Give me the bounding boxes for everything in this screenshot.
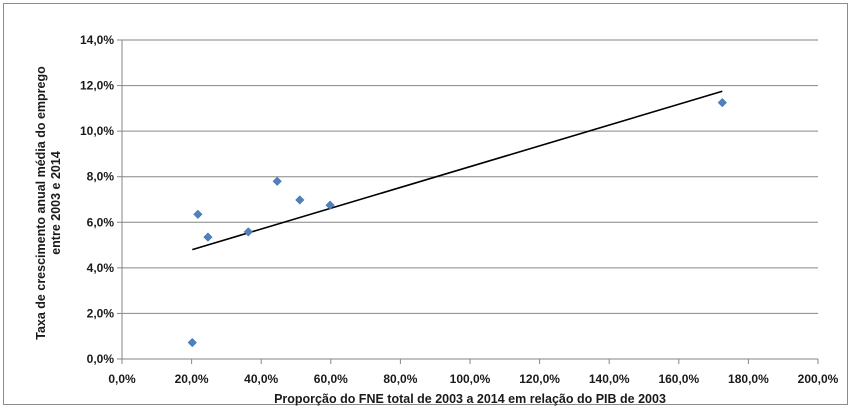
trendline	[192, 90, 723, 251]
y-axis-title-line-1: Taxa de crescimento anual média do empre…	[34, 66, 48, 340]
chart-frame	[3, 3, 848, 405]
y-tick-label: 12,0%	[80, 79, 114, 93]
x-tick-label: 60,0%	[314, 372, 348, 386]
y-tick-label: 14,0%	[80, 33, 114, 47]
x-axis-title: Proporção do FNE total de 2003 a 2014 em…	[274, 392, 666, 406]
grid-lines	[122, 39, 818, 314]
x-tick-label: 120,0%	[519, 372, 560, 386]
data-points	[187, 98, 727, 348]
y-tick-label: 10,0%	[80, 124, 114, 138]
data-point	[203, 232, 213, 242]
y-tick-label: 8,0%	[87, 170, 115, 184]
axes	[117, 39, 819, 364]
x-tick-label: 100,0%	[450, 372, 491, 386]
y-tick-labels: 0,0% 2,0% 4,0% 6,0% 8,0% 10,0% 12,0% 14,0%	[80, 33, 114, 366]
y-tick-label: 0,0%	[87, 352, 115, 366]
y-axis-title-line-2: entre 2003 e 2014	[49, 151, 63, 255]
x-tick-label: 40,0%	[244, 372, 278, 386]
data-point	[325, 200, 335, 210]
data-point	[243, 227, 253, 237]
x-tick-label: 80,0%	[383, 372, 417, 386]
data-point	[295, 195, 305, 205]
y-tick-label: 2,0%	[87, 306, 115, 320]
x-tick-label: 180,0%	[728, 372, 769, 386]
trendline-layer	[192, 90, 723, 251]
data-point	[193, 209, 203, 219]
x-tick-label: 0,0%	[108, 372, 136, 386]
y-tick-label: 4,0%	[87, 261, 115, 275]
data-point	[272, 176, 282, 186]
x-tick-label: 200,0%	[798, 372, 839, 386]
data-point	[717, 98, 727, 108]
data-point	[187, 337, 197, 348]
x-tick-label: 20,0%	[175, 372, 209, 386]
x-tick-labels: 0,0% 20,0% 40,0% 60,0% 80,0% 100,0% 120,0% 140,…	[108, 372, 838, 386]
y-tick-label: 6,0%	[87, 215, 115, 229]
x-tick-label: 140,0%	[589, 372, 630, 386]
x-tick-label: 160,0%	[658, 372, 699, 386]
